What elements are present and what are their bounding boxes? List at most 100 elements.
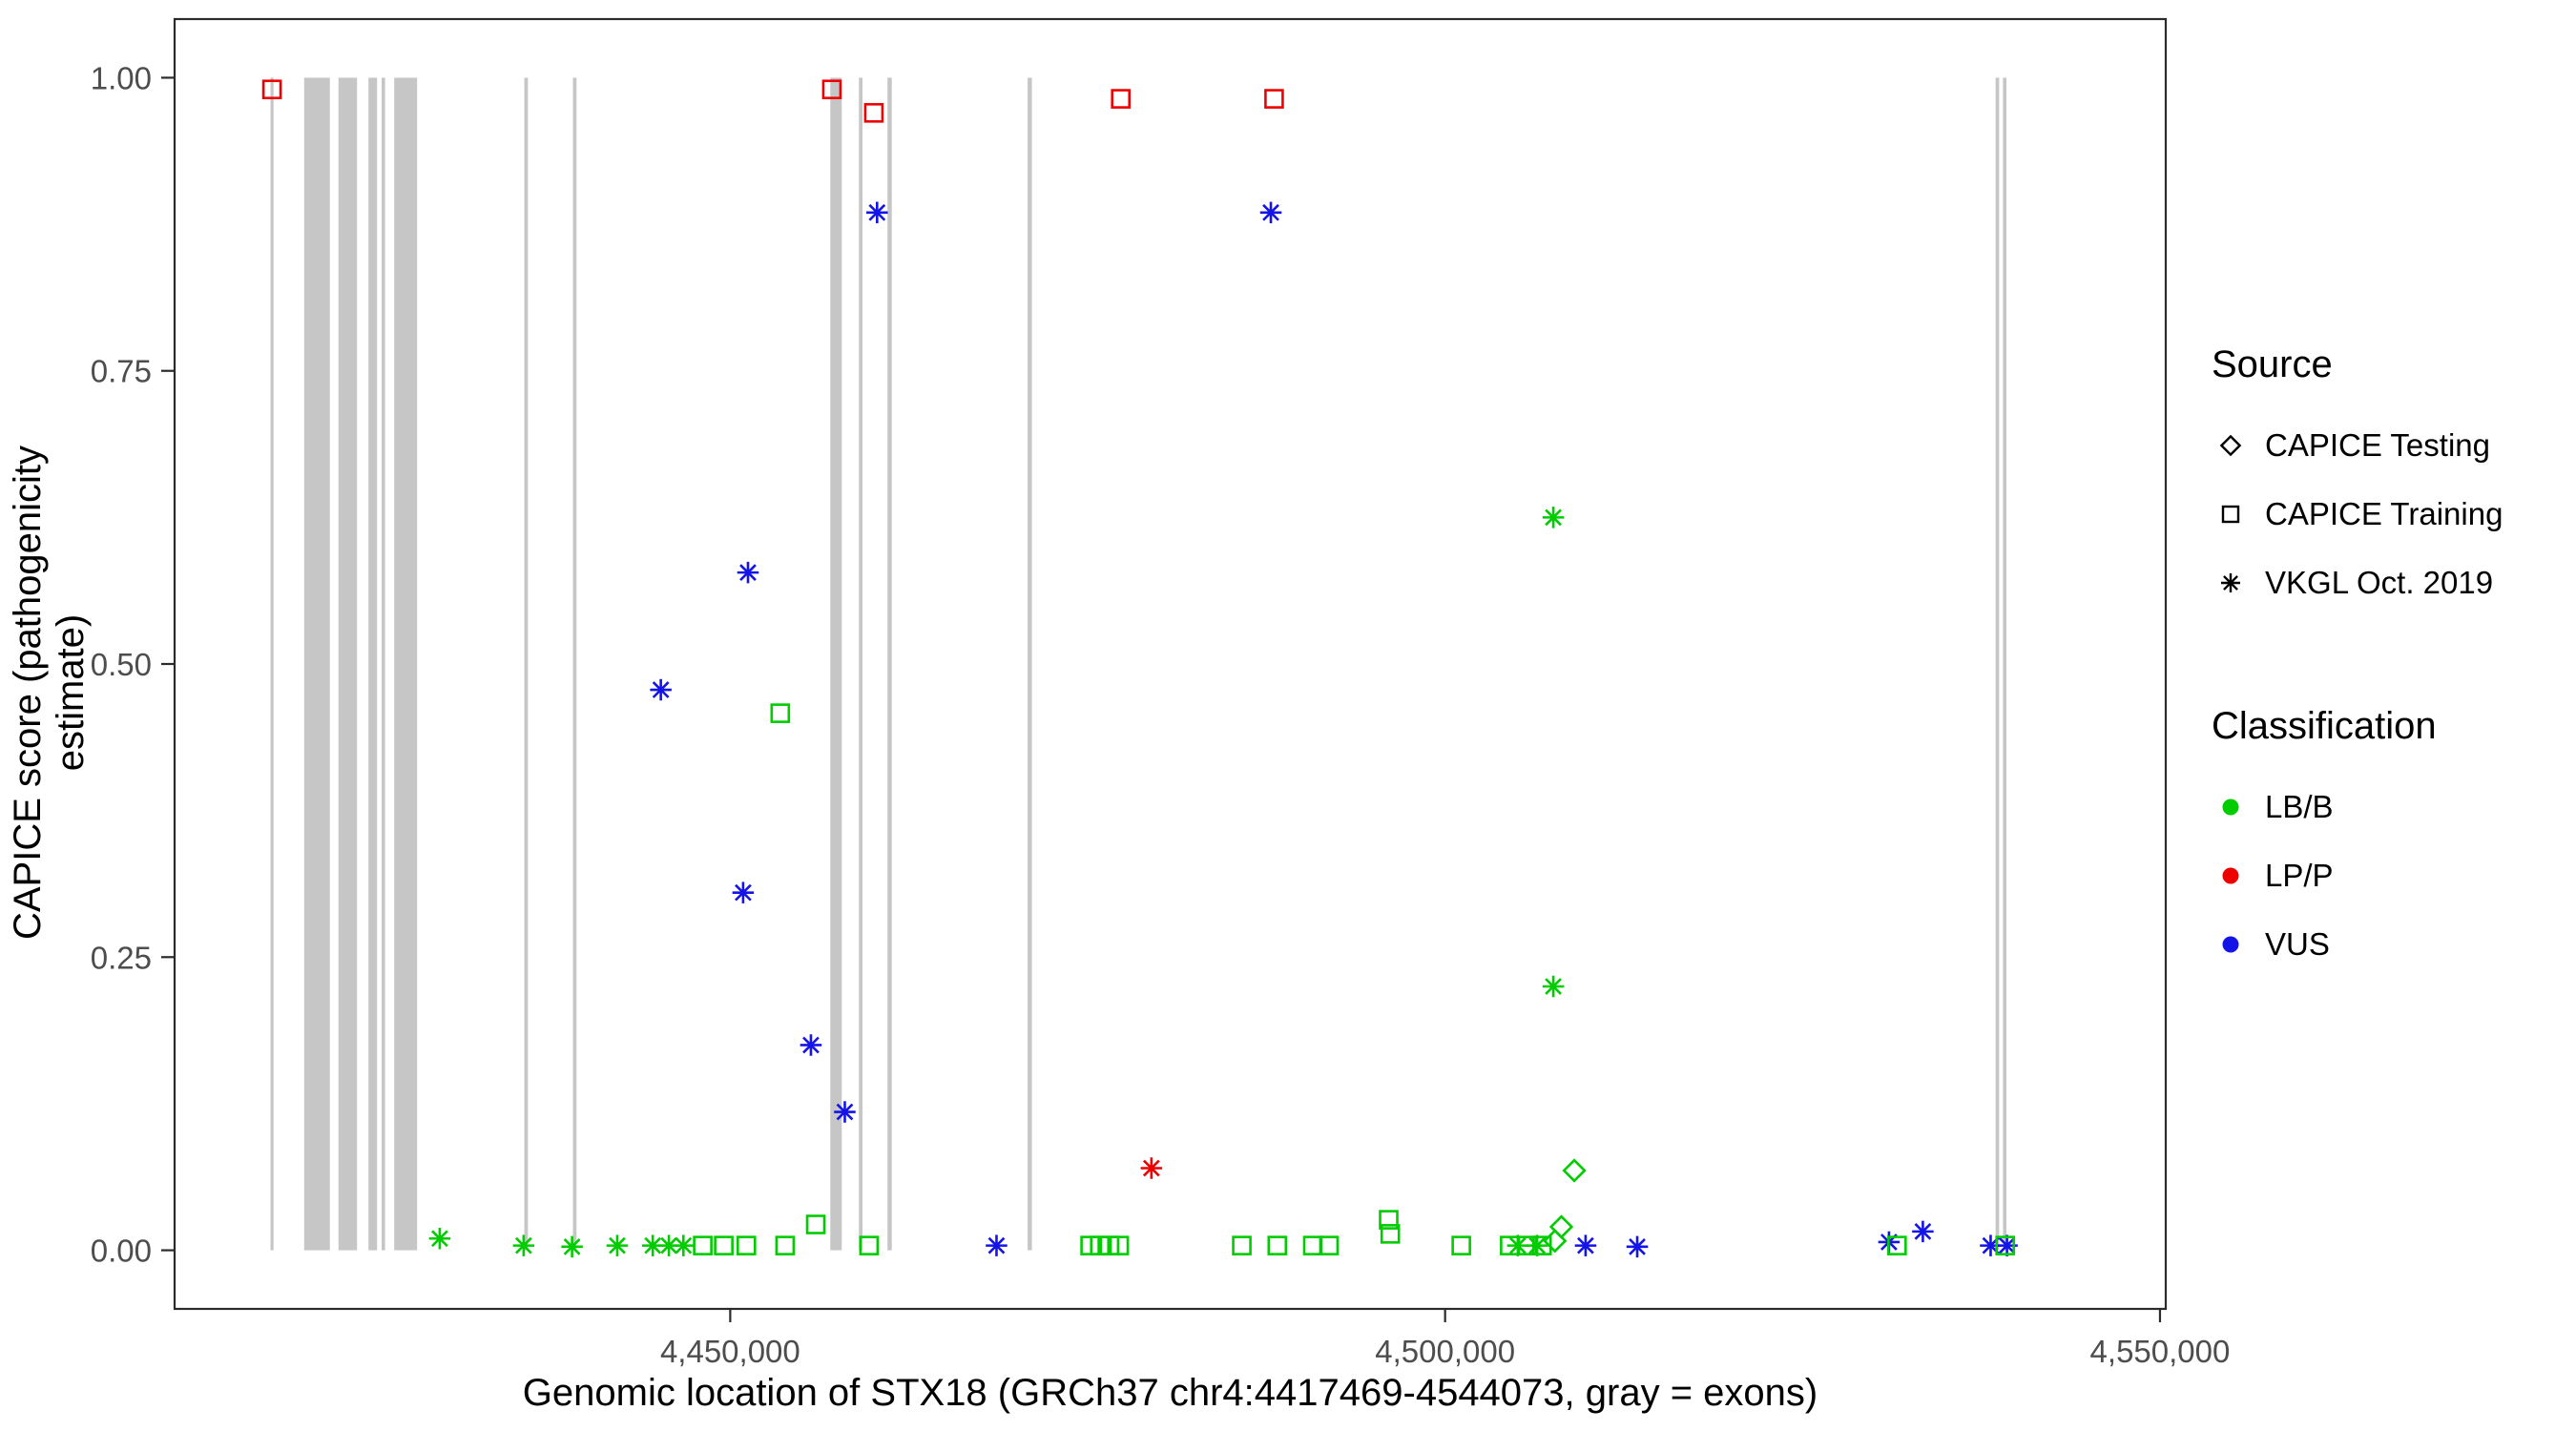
data-point	[775, 1235, 796, 1255]
data-point	[1542, 507, 1565, 529]
data-point	[859, 1235, 880, 1255]
series-lb-b	[1543, 1158, 1587, 1254]
legend-source-title: Source	[2212, 343, 2333, 385]
data-point	[1319, 1235, 1340, 1255]
data-point	[1379, 1210, 1399, 1230]
data-point	[1380, 1224, 1401, 1244]
data-point	[1517, 1235, 1538, 1255]
square-open-marker	[2221, 505, 2240, 524]
data-point	[986, 1234, 1008, 1256]
asterisk-icon	[2212, 564, 2250, 602]
series-lp-p	[1140, 1157, 1163, 1179]
data-point	[693, 1235, 713, 1255]
data-point	[1543, 1229, 1568, 1254]
data-point	[1542, 975, 1565, 998]
data-point	[1626, 1235, 1649, 1258]
asterisk-marker	[2221, 573, 2240, 592]
legend-item: CAPICE Testing	[2212, 411, 2576, 480]
y-tick-label: 0.00	[91, 1234, 152, 1269]
data-point	[1562, 1158, 1587, 1183]
data-point	[1232, 1235, 1252, 1255]
diamond-open-marker	[2219, 434, 2242, 457]
circle-filled-marker	[2222, 798, 2239, 816]
exon-bar	[303, 77, 330, 1251]
data-point	[650, 678, 672, 701]
legend-item: CAPICE Training	[2212, 480, 2576, 549]
exon-bar	[368, 77, 378, 1251]
y-tick-label: 0.25	[91, 940, 152, 975]
x-tick-label: 4,450,000	[660, 1334, 800, 1369]
exon-bar	[1028, 77, 1032, 1251]
data-point	[821, 79, 842, 100]
data-point	[770, 703, 791, 723]
series-lb-b	[693, 703, 2015, 1255]
data-point	[1109, 1235, 1130, 1255]
data-point	[641, 1234, 664, 1256]
plot-panel	[175, 19, 2166, 1309]
y-tick-label: 0.50	[91, 647, 152, 682]
exon-bar	[572, 77, 577, 1251]
data-point	[732, 881, 755, 903]
circle-filled-icon	[2212, 857, 2250, 895]
legend-classification-title: Classification	[2212, 705, 2437, 747]
data-point	[863, 103, 884, 123]
y-tick-label: 1.00	[91, 60, 152, 95]
series-lp-p	[261, 79, 1284, 123]
legend-item: VUS	[2212, 910, 2576, 979]
legend: Source CAPICE Testing CAPICE Training VKGL…	[2212, 343, 2576, 979]
legend-item-label: LB/B	[2265, 789, 2334, 824]
legend-classification-items: LB/B LP/P VUS	[2212, 773, 2576, 979]
y-axis-title: CAPICE score (pathogenicity estimate)	[7, 446, 92, 941]
data-point	[561, 1235, 583, 1258]
data-point	[1140, 1157, 1163, 1179]
data-point	[673, 1234, 695, 1256]
legend-item-label: CAPICE Training	[2265, 496, 2503, 531]
data-point	[805, 1214, 826, 1234]
exon-bar	[859, 77, 862, 1251]
exon-bar	[394, 77, 418, 1251]
x-tick-label: 4,550,000	[2090, 1334, 2231, 1369]
exon-bar	[382, 77, 385, 1251]
data-point	[714, 1235, 734, 1255]
data-point	[1267, 1235, 1288, 1255]
x-axis-title: Genomic location of STX18 (GRCh37 chr4:4…	[522, 1372, 1818, 1414]
data-point	[261, 79, 282, 100]
legend-item-label: CAPICE Testing	[2265, 427, 2490, 463]
circle-filled-marker	[2222, 867, 2239, 884]
data-point	[1995, 1235, 2015, 1255]
y-tick-label: 0.75	[91, 354, 152, 389]
exon-bar	[1995, 77, 2000, 1251]
legend-item: LB/B	[2212, 773, 2576, 841]
legend-item-label: VUS	[2265, 926, 2330, 962]
data-point	[866, 201, 888, 224]
exon-bar	[2003, 77, 2007, 1251]
exon-bar	[524, 77, 529, 1251]
data-point	[606, 1234, 629, 1256]
x-tick-label: 4,500,000	[1375, 1334, 1515, 1369]
legend-item: VKGL Oct. 2019	[2212, 549, 2576, 617]
exon-bar	[887, 77, 892, 1251]
square-open-icon	[2212, 495, 2250, 533]
legend-item: LP/P	[2212, 841, 2576, 910]
legend-item-label: LP/P	[2265, 858, 2334, 893]
legend-item-label: VKGL Oct. 2019	[2265, 565, 2494, 600]
diamond-open-icon	[2212, 426, 2250, 465]
data-point	[736, 1235, 757, 1255]
circle-filled-marker	[2222, 936, 2239, 953]
data-point	[1451, 1235, 1471, 1255]
legend-source-items: CAPICE Testing CAPICE Training VKGL Oct. 2…	[2212, 411, 2576, 617]
data-point	[737, 561, 759, 584]
series-vus	[650, 201, 2018, 1258]
exon-bar	[338, 77, 358, 1251]
data-point	[1574, 1234, 1597, 1256]
data-point	[1264, 89, 1284, 109]
data-point	[834, 1101, 856, 1123]
data-point	[1111, 89, 1132, 109]
legend-classification-group: Classification LB/B LP/P VUS	[2212, 705, 2576, 979]
data-point	[800, 1034, 822, 1056]
circle-filled-icon	[2212, 925, 2250, 964]
data-point	[428, 1228, 451, 1250]
legend-source-group: Source CAPICE Testing CAPICE Training VKGL…	[2212, 343, 2576, 617]
